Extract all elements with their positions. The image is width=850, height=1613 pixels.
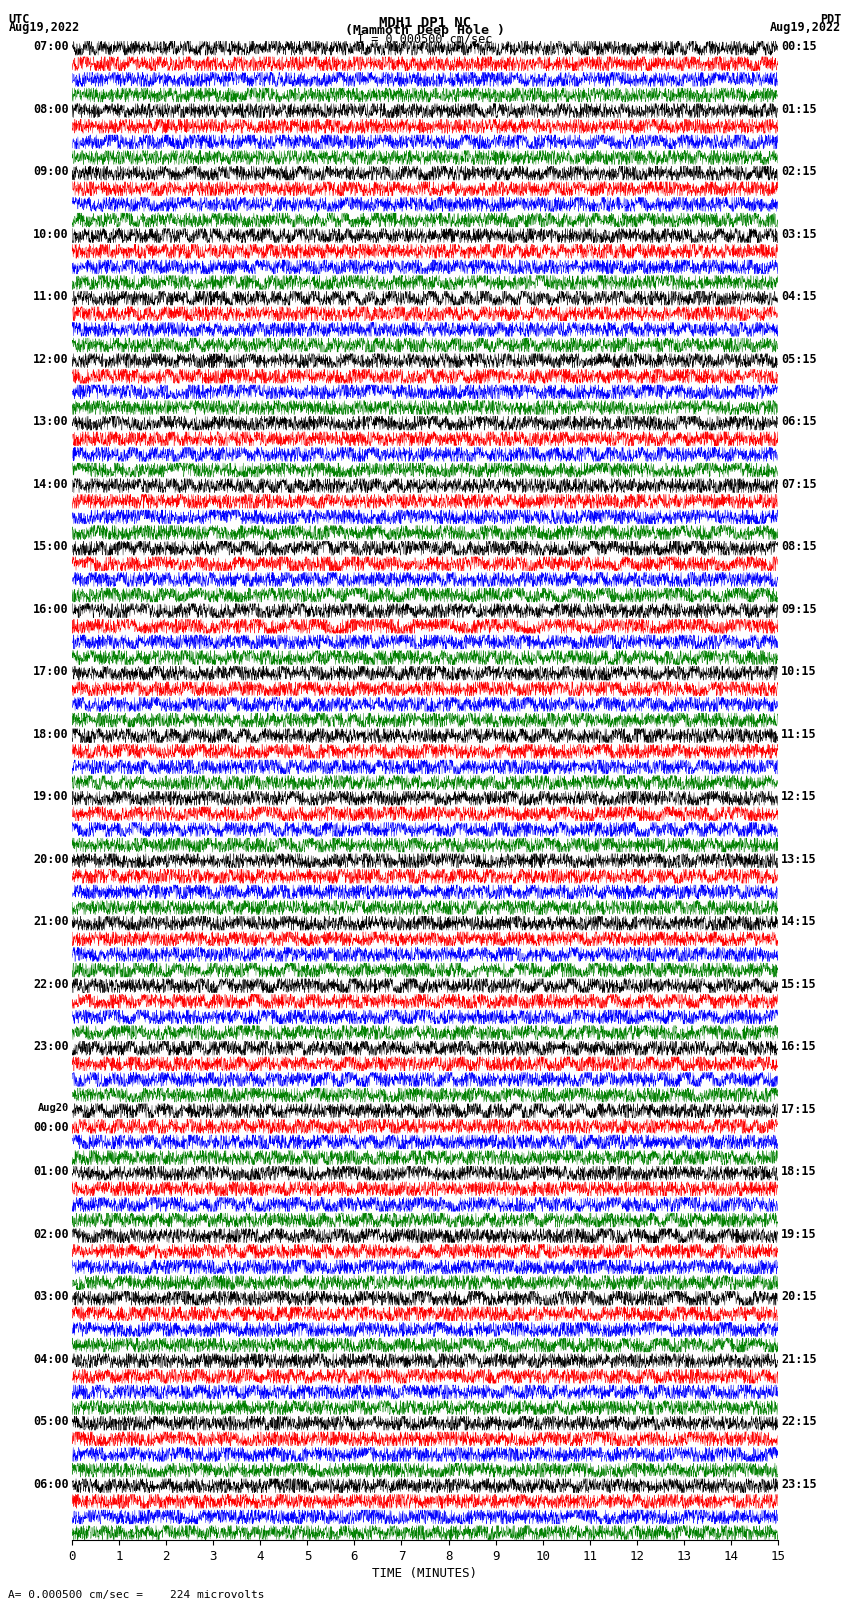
Text: 01:15: 01:15 <box>781 103 817 116</box>
Text: Aug19,2022: Aug19,2022 <box>8 21 80 34</box>
Text: 01:00: 01:00 <box>33 1165 69 1179</box>
Text: 19:15: 19:15 <box>781 1227 817 1240</box>
Text: 00:15: 00:15 <box>781 40 817 53</box>
Text: 12:15: 12:15 <box>781 790 817 803</box>
Text: 21:00: 21:00 <box>33 916 69 929</box>
Text: 14:15: 14:15 <box>781 916 817 929</box>
Text: 09:00: 09:00 <box>33 166 69 179</box>
Text: 07:15: 07:15 <box>781 477 817 490</box>
Text: 04:00: 04:00 <box>33 1353 69 1366</box>
Text: MDH1 DP1 NC: MDH1 DP1 NC <box>379 16 471 31</box>
Text: 09:15: 09:15 <box>781 603 817 616</box>
Text: 19:00: 19:00 <box>33 790 69 803</box>
Text: 15:00: 15:00 <box>33 540 69 553</box>
Text: 08:15: 08:15 <box>781 540 817 553</box>
Text: 06:15: 06:15 <box>781 416 817 429</box>
Text: 03:00: 03:00 <box>33 1290 69 1303</box>
Text: 03:15: 03:15 <box>781 227 817 240</box>
Text: 11:15: 11:15 <box>781 727 817 740</box>
Text: 04:15: 04:15 <box>781 290 817 303</box>
Text: 17:15: 17:15 <box>781 1103 817 1116</box>
Text: 06:00: 06:00 <box>33 1478 69 1490</box>
Text: 20:00: 20:00 <box>33 853 69 866</box>
Text: 20:15: 20:15 <box>781 1290 817 1303</box>
Text: 10:15: 10:15 <box>781 665 817 679</box>
Text: 00:00: 00:00 <box>33 1121 69 1134</box>
Text: I = 0.000500 cm/sec: I = 0.000500 cm/sec <box>357 32 493 45</box>
Text: 13:15: 13:15 <box>781 853 817 866</box>
Text: 07:00: 07:00 <box>33 40 69 53</box>
Text: 10:00: 10:00 <box>33 227 69 240</box>
Text: 13:00: 13:00 <box>33 416 69 429</box>
Text: 05:15: 05:15 <box>781 353 817 366</box>
Text: 02:15: 02:15 <box>781 166 817 179</box>
Text: A= 0.000500 cm/sec =    224 microvolts: A= 0.000500 cm/sec = 224 microvolts <box>8 1590 265 1600</box>
Text: 17:00: 17:00 <box>33 665 69 679</box>
Text: (Mammoth Deep Hole ): (Mammoth Deep Hole ) <box>345 24 505 37</box>
Text: 23:00: 23:00 <box>33 1040 69 1053</box>
Text: 02:00: 02:00 <box>33 1227 69 1240</box>
Text: 14:00: 14:00 <box>33 477 69 490</box>
Text: Aug20: Aug20 <box>37 1103 69 1113</box>
Text: 05:00: 05:00 <box>33 1416 69 1429</box>
Text: 22:00: 22:00 <box>33 977 69 990</box>
Text: Aug19,2022: Aug19,2022 <box>770 21 842 34</box>
Text: 22:15: 22:15 <box>781 1416 817 1429</box>
Text: 18:00: 18:00 <box>33 727 69 740</box>
Text: 08:00: 08:00 <box>33 103 69 116</box>
Text: 16:15: 16:15 <box>781 1040 817 1053</box>
Text: 18:15: 18:15 <box>781 1165 817 1179</box>
Text: 16:00: 16:00 <box>33 603 69 616</box>
Text: PDT: PDT <box>820 13 842 26</box>
Text: 11:00: 11:00 <box>33 290 69 303</box>
Text: UTC: UTC <box>8 13 30 26</box>
Text: 12:00: 12:00 <box>33 353 69 366</box>
Text: 21:15: 21:15 <box>781 1353 817 1366</box>
X-axis label: TIME (MINUTES): TIME (MINUTES) <box>372 1568 478 1581</box>
Text: 15:15: 15:15 <box>781 977 817 990</box>
Text: 23:15: 23:15 <box>781 1478 817 1490</box>
